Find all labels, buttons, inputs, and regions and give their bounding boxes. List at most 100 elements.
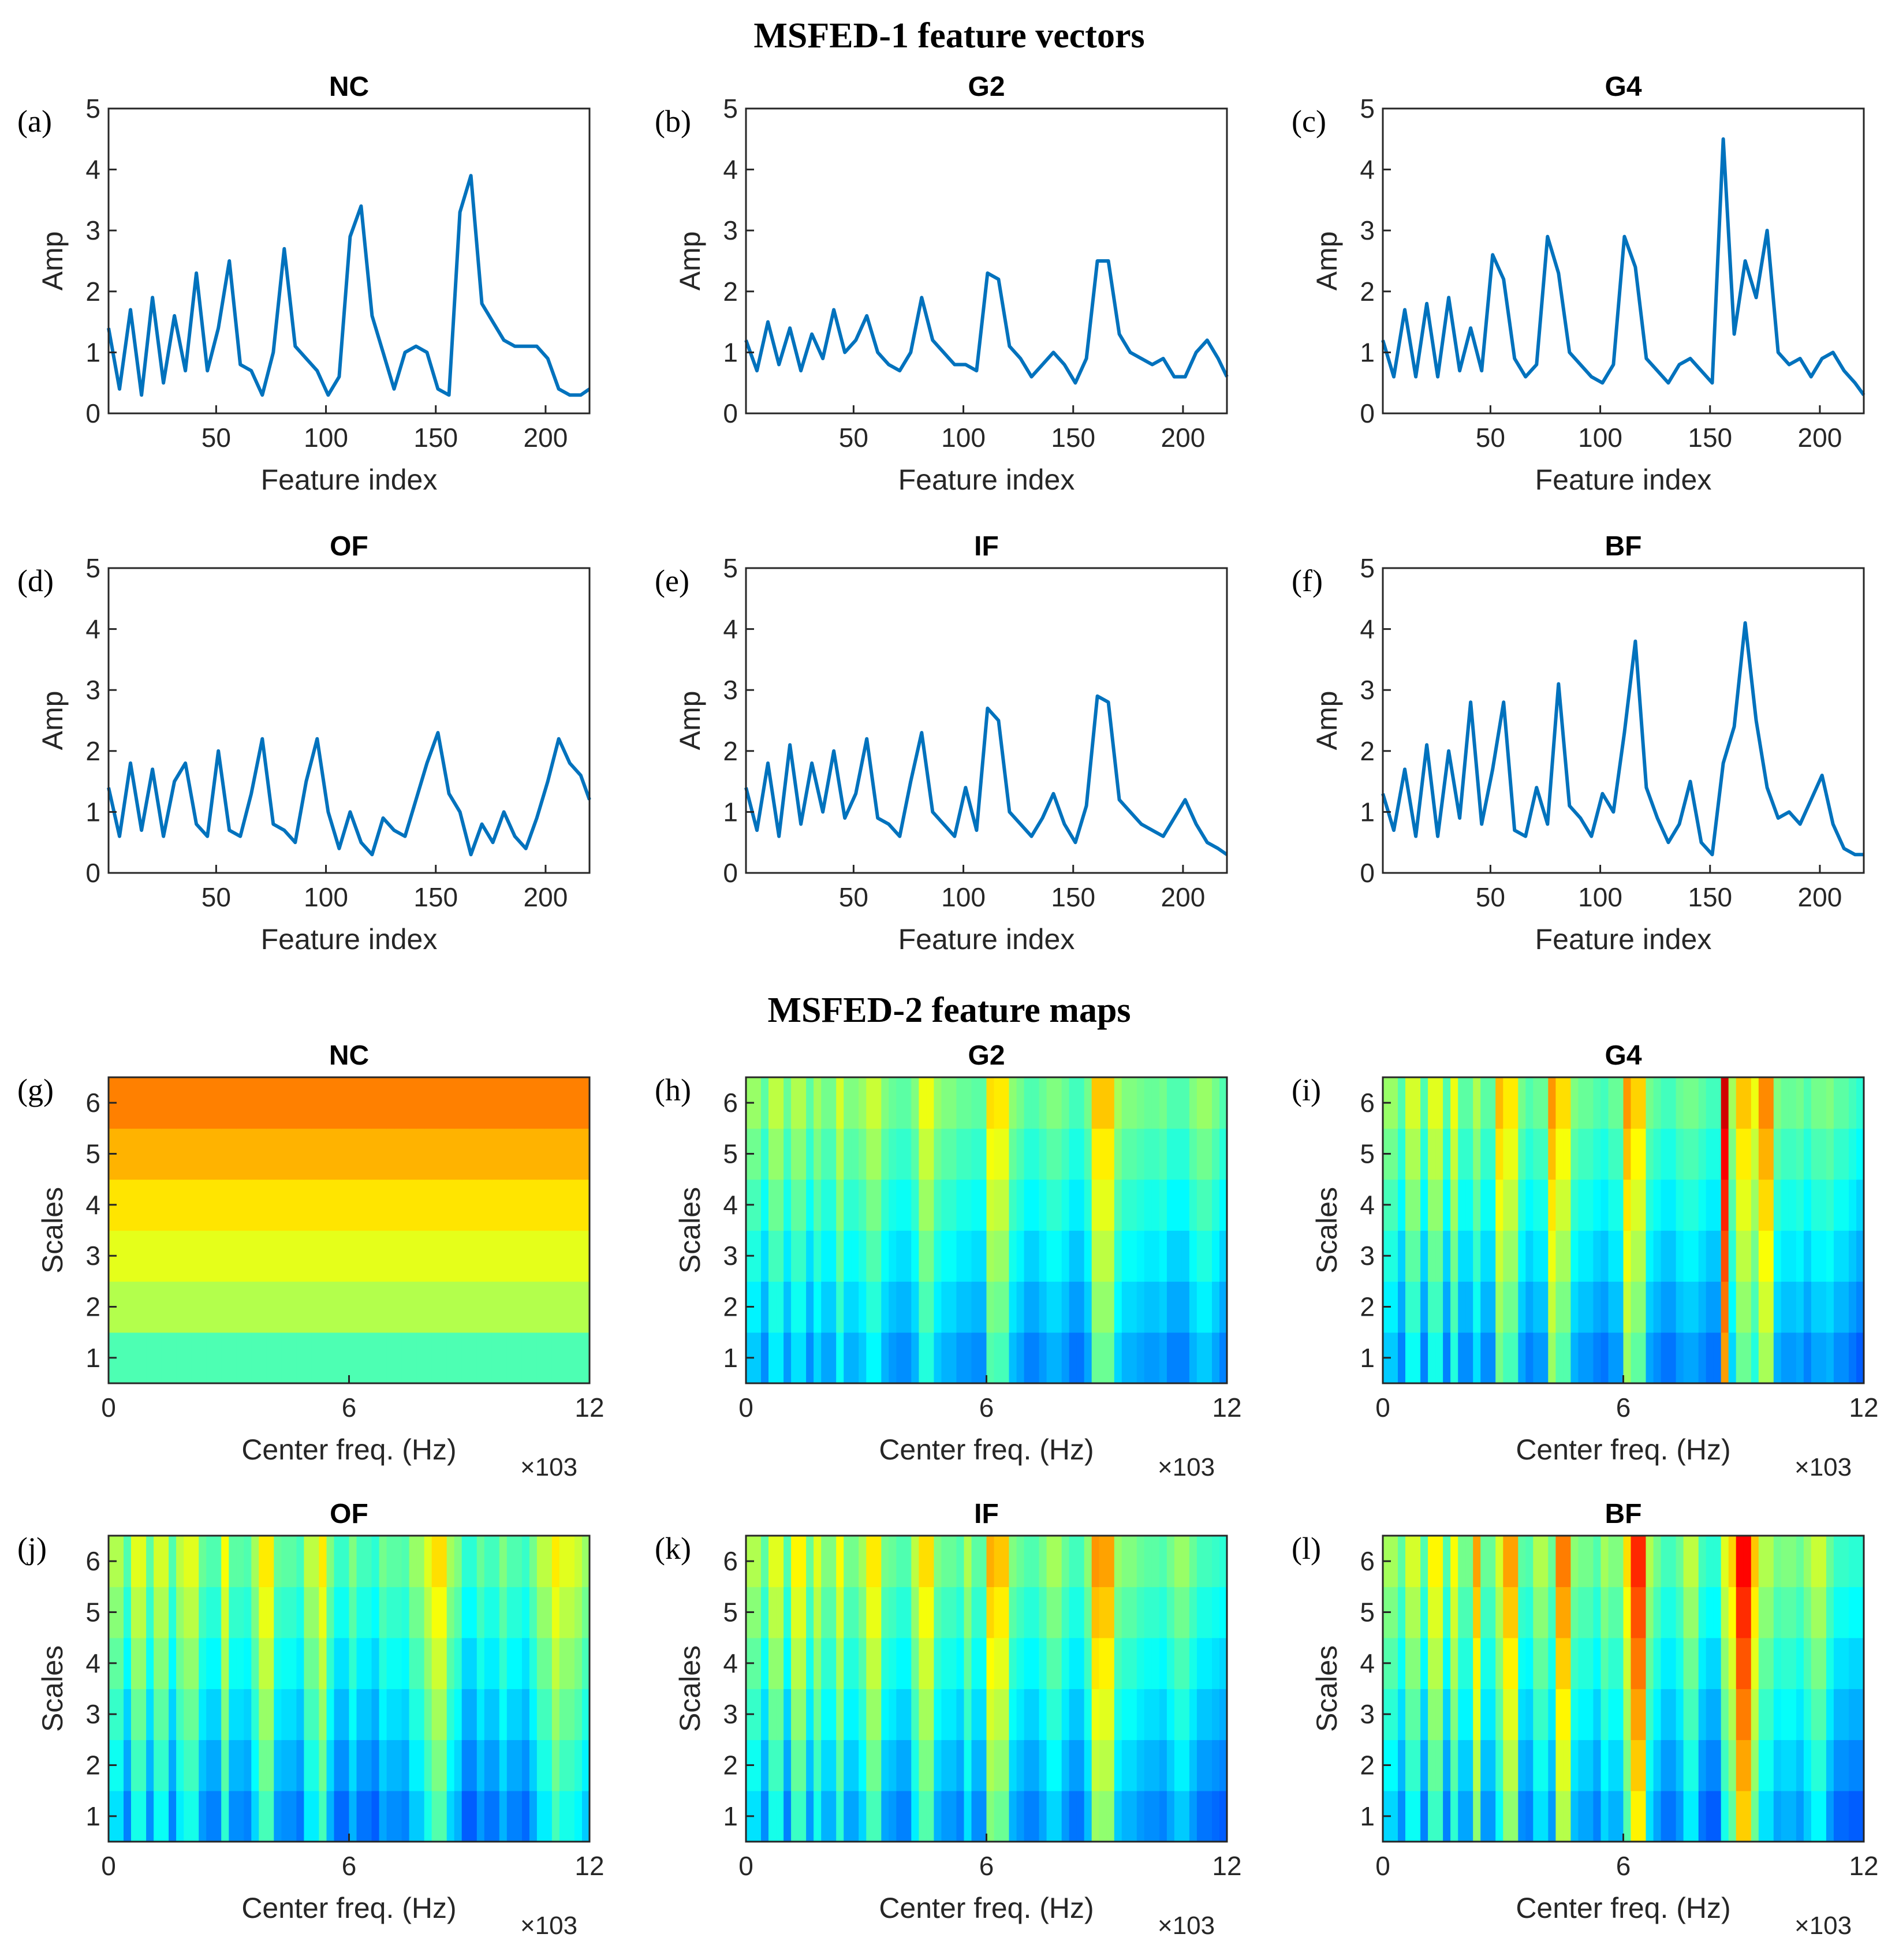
heatmap-cell bbox=[341, 1281, 350, 1333]
x-axis-label: Center freq. (Hz) bbox=[879, 1433, 1094, 1466]
heatmap-cell bbox=[1091, 1739, 1100, 1791]
heatmap-cell bbox=[1758, 1536, 1767, 1588]
heatmap-cell bbox=[1204, 1128, 1212, 1180]
heatmap-cell bbox=[1811, 1281, 1819, 1333]
panel-title: G2 bbox=[968, 72, 1005, 102]
heatmap-cell bbox=[949, 1536, 957, 1588]
heatmap-cell bbox=[176, 1739, 184, 1791]
heatmap-cell bbox=[416, 1179, 425, 1231]
heatmap-cell bbox=[1166, 1332, 1175, 1384]
heatmap-cell bbox=[1405, 1230, 1413, 1282]
heatmap-cell bbox=[919, 1739, 927, 1791]
heatmap-cell bbox=[1833, 1332, 1842, 1384]
heatmap-cell bbox=[274, 1077, 282, 1129]
heatmap-cell bbox=[439, 1230, 447, 1282]
heatmap-cell bbox=[1212, 1637, 1220, 1689]
heatmap-cell bbox=[304, 1332, 312, 1384]
heatmap-cell bbox=[349, 1230, 357, 1282]
heatmap-cell bbox=[1788, 1689, 1797, 1741]
heatmap-cell bbox=[461, 1332, 470, 1384]
heatmap-cell bbox=[1788, 1536, 1797, 1588]
heatmap-cell bbox=[529, 1332, 538, 1384]
heatmap-cell bbox=[1638, 1689, 1647, 1741]
heatmap-cell bbox=[791, 1332, 799, 1384]
heatmap-cell bbox=[791, 1128, 799, 1180]
heatmap-cell bbox=[259, 1536, 267, 1588]
heatmap-cell bbox=[544, 1739, 553, 1791]
heatmap-cell bbox=[994, 1179, 1002, 1231]
x-tick-label: 12 bbox=[1849, 1851, 1878, 1881]
heatmap-cell bbox=[1540, 1179, 1549, 1231]
heatmap-cell bbox=[896, 1332, 905, 1384]
heatmap-cell bbox=[236, 1179, 245, 1231]
heatmap-cell bbox=[401, 1536, 410, 1588]
heatmap-cell bbox=[229, 1128, 237, 1180]
axes-frame bbox=[107, 107, 591, 415]
heatmap-cell bbox=[1803, 1689, 1812, 1741]
heatmap-cell bbox=[206, 1077, 214, 1129]
heatmap-cell bbox=[1219, 1332, 1228, 1384]
heatmap-cell bbox=[1773, 1536, 1782, 1588]
heatmap-cell bbox=[1638, 1739, 1647, 1791]
heatmap-cell bbox=[1069, 1637, 1077, 1689]
heatmap-cell bbox=[1428, 1128, 1436, 1180]
heatmap-cell bbox=[1570, 1637, 1579, 1689]
heatmap-cell bbox=[1676, 1790, 1684, 1842]
heatmap-cell bbox=[1555, 1281, 1564, 1333]
heatmap-cell bbox=[1616, 1332, 1624, 1384]
heatmap-cell bbox=[1646, 1128, 1654, 1180]
heatmap-cell bbox=[1600, 1281, 1609, 1333]
heatmap-cell bbox=[582, 1077, 590, 1129]
heatmap-cell bbox=[1181, 1637, 1190, 1689]
heatmap-cell bbox=[1555, 1689, 1564, 1741]
heatmap-cell bbox=[409, 1281, 417, 1333]
heatmap-cell bbox=[401, 1077, 410, 1129]
heatmap-cell bbox=[1585, 1077, 1594, 1129]
heatmap-cell bbox=[1736, 1077, 1744, 1129]
heatmap-cell bbox=[191, 1281, 199, 1333]
heatmap-cell bbox=[1458, 1230, 1466, 1282]
heatmap-cell bbox=[446, 1332, 455, 1384]
heatmap-cell bbox=[259, 1281, 267, 1333]
heatmap-cell bbox=[964, 1637, 972, 1689]
heatmap-cell bbox=[409, 1790, 417, 1842]
heatmap-cell bbox=[1525, 1586, 1534, 1638]
heatmap-cell bbox=[1608, 1689, 1617, 1741]
heatmap-cell bbox=[1106, 1281, 1115, 1333]
heatmap-cell bbox=[191, 1739, 199, 1791]
heatmap-cell bbox=[844, 1077, 852, 1129]
heatmap-cell bbox=[1563, 1332, 1572, 1384]
heatmap-cell bbox=[1480, 1790, 1488, 1842]
heatmap-cell bbox=[469, 1230, 477, 1282]
heatmap-cell bbox=[1608, 1739, 1617, 1791]
heatmap-cell bbox=[1039, 1790, 1047, 1842]
heatmap-cell bbox=[934, 1637, 942, 1689]
y-tick-label: 0 bbox=[85, 858, 100, 888]
heatmap-cell bbox=[1016, 1281, 1025, 1333]
heatmap-cell bbox=[206, 1689, 214, 1741]
heatmap-cell bbox=[926, 1332, 935, 1384]
heatmap-cell bbox=[1833, 1179, 1842, 1231]
heatmap-cell bbox=[476, 1586, 485, 1638]
heatmap-cell bbox=[1435, 1689, 1443, 1741]
heatmap-cell bbox=[768, 1739, 777, 1791]
heatmap-cell bbox=[1600, 1128, 1609, 1180]
heatmap-cell bbox=[934, 1281, 942, 1333]
heatmap-cell bbox=[1781, 1536, 1789, 1588]
heatmap-cell bbox=[896, 1790, 905, 1842]
heatmap-cell bbox=[941, 1637, 950, 1689]
heatmap-cell bbox=[1833, 1689, 1842, 1741]
heatmap-cell bbox=[949, 1586, 957, 1638]
heatmap-cell bbox=[1174, 1586, 1182, 1638]
heatmap-cell bbox=[1525, 1689, 1534, 1741]
heatmap-cell bbox=[1069, 1230, 1077, 1282]
heatmap-cell bbox=[1031, 1128, 1040, 1180]
heatmap-cell bbox=[851, 1739, 859, 1791]
heatmap-cell bbox=[1743, 1179, 1752, 1231]
heatmap-cell bbox=[1144, 1332, 1152, 1384]
heatmap-cell bbox=[139, 1739, 147, 1791]
heatmap-cell bbox=[244, 1077, 252, 1129]
x-tick-label: 0 bbox=[738, 1851, 753, 1881]
heatmap-cell bbox=[1450, 1179, 1458, 1231]
